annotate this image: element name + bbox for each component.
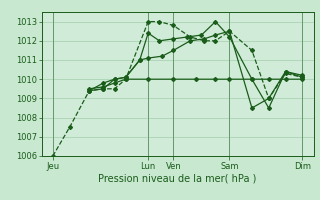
X-axis label: Pression niveau de la mer( hPa ): Pression niveau de la mer( hPa ) xyxy=(99,173,257,183)
